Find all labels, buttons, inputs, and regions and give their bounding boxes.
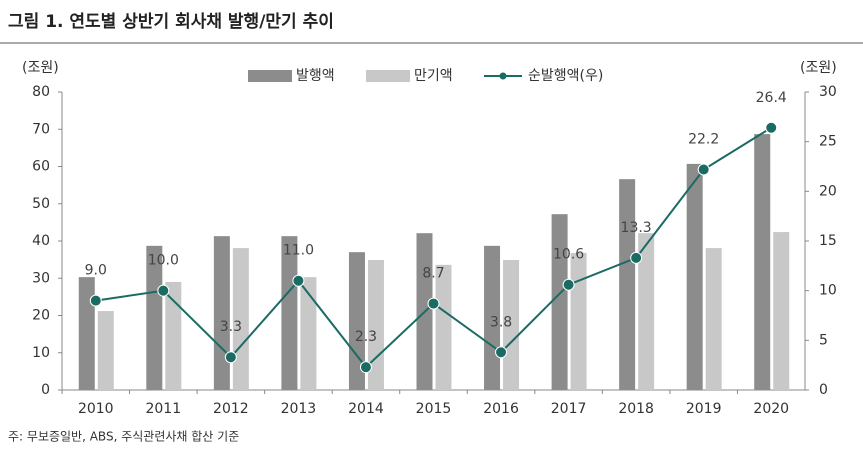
value-label: 10.0 xyxy=(148,253,179,269)
bar xyxy=(97,311,114,390)
x-tick-label: 2010 xyxy=(78,401,114,417)
y-axis-unit: (조원) xyxy=(22,60,59,76)
y2-tick-label: 5 xyxy=(819,332,828,348)
y2-axis-unit: (조원) xyxy=(800,60,837,76)
x-tick-label: 2013 xyxy=(281,401,317,417)
bar xyxy=(367,259,384,390)
y2-tick-label: 30 xyxy=(819,84,837,100)
point xyxy=(89,294,102,307)
point xyxy=(157,284,170,297)
bar xyxy=(705,248,722,390)
bar xyxy=(773,232,790,390)
bar xyxy=(146,245,163,390)
value-label: 22.2 xyxy=(688,131,719,147)
bar xyxy=(435,264,452,390)
point xyxy=(630,251,643,264)
legend-swatch xyxy=(366,70,410,82)
y-tick-label: 30 xyxy=(32,270,50,286)
legend-label: 만기액 xyxy=(414,68,453,84)
value-label: 9.0 xyxy=(85,263,107,279)
value-label: 3.3 xyxy=(220,319,242,335)
x-tick-label: 2016 xyxy=(483,401,519,417)
bar xyxy=(348,252,365,390)
y-tick-label: 70 xyxy=(32,121,50,137)
legend-swatch xyxy=(248,70,292,82)
x-tick-label: 2015 xyxy=(416,401,452,417)
bar xyxy=(281,236,298,390)
bar xyxy=(551,214,568,390)
y-tick-label: 50 xyxy=(32,196,50,212)
bar xyxy=(754,134,771,390)
legend-label: 순발행액(우) xyxy=(528,68,603,84)
chart-title: 그림 1. 연도별 상반기 회사채 발행/만기 추이 xyxy=(8,12,334,32)
value-label: 2.3 xyxy=(355,329,377,345)
bar xyxy=(619,179,636,390)
legend-label: 발행액 xyxy=(296,68,335,84)
point xyxy=(427,297,440,310)
legend-marker xyxy=(499,72,507,80)
value-label: 26.4 xyxy=(756,90,787,106)
x-tick-label: 2019 xyxy=(686,401,722,417)
bar xyxy=(232,248,249,390)
point xyxy=(495,346,508,359)
y-tick-label: 80 xyxy=(32,84,50,100)
bar xyxy=(165,281,182,390)
bar xyxy=(213,236,230,390)
point xyxy=(224,351,237,364)
y-tick-label: 20 xyxy=(32,308,50,324)
x-tick-label: 2014 xyxy=(348,401,384,417)
bar xyxy=(686,163,703,390)
y-tick-label: 60 xyxy=(32,159,50,175)
value-label: 10.6 xyxy=(553,247,584,263)
y2-tick-label: 15 xyxy=(819,233,837,249)
value-label: 8.7 xyxy=(422,266,444,282)
point xyxy=(765,121,778,134)
line xyxy=(95,126,772,369)
x-tick-label: 2011 xyxy=(145,401,181,417)
x-tick-label: 2018 xyxy=(618,401,654,417)
x-tick-label: 2012 xyxy=(213,401,249,417)
value-label: 11.0 xyxy=(283,243,314,259)
bar xyxy=(570,252,587,390)
y-tick-label: 0 xyxy=(41,382,50,398)
bar xyxy=(638,233,655,390)
point xyxy=(697,163,710,176)
y2-tick-label: 0 xyxy=(819,382,828,398)
bar xyxy=(78,277,95,390)
value-label: 13.3 xyxy=(621,220,652,236)
x-tick-label: 2017 xyxy=(551,401,587,417)
y2-tick-label: 10 xyxy=(819,283,837,299)
y2-tick-label: 25 xyxy=(819,134,837,150)
y-tick-label: 40 xyxy=(32,233,50,249)
point xyxy=(562,278,575,291)
note: 주: 무보증일반, ABS, 주식관련사채 합산 기준 xyxy=(8,430,239,444)
y2-tick-label: 20 xyxy=(819,183,837,199)
x-tick-label: 2020 xyxy=(753,401,789,417)
point xyxy=(292,274,305,287)
value-label: 3.8 xyxy=(490,314,512,330)
bar xyxy=(300,277,317,390)
point xyxy=(359,361,372,374)
bar xyxy=(503,259,520,390)
y-tick-label: 10 xyxy=(32,345,50,361)
